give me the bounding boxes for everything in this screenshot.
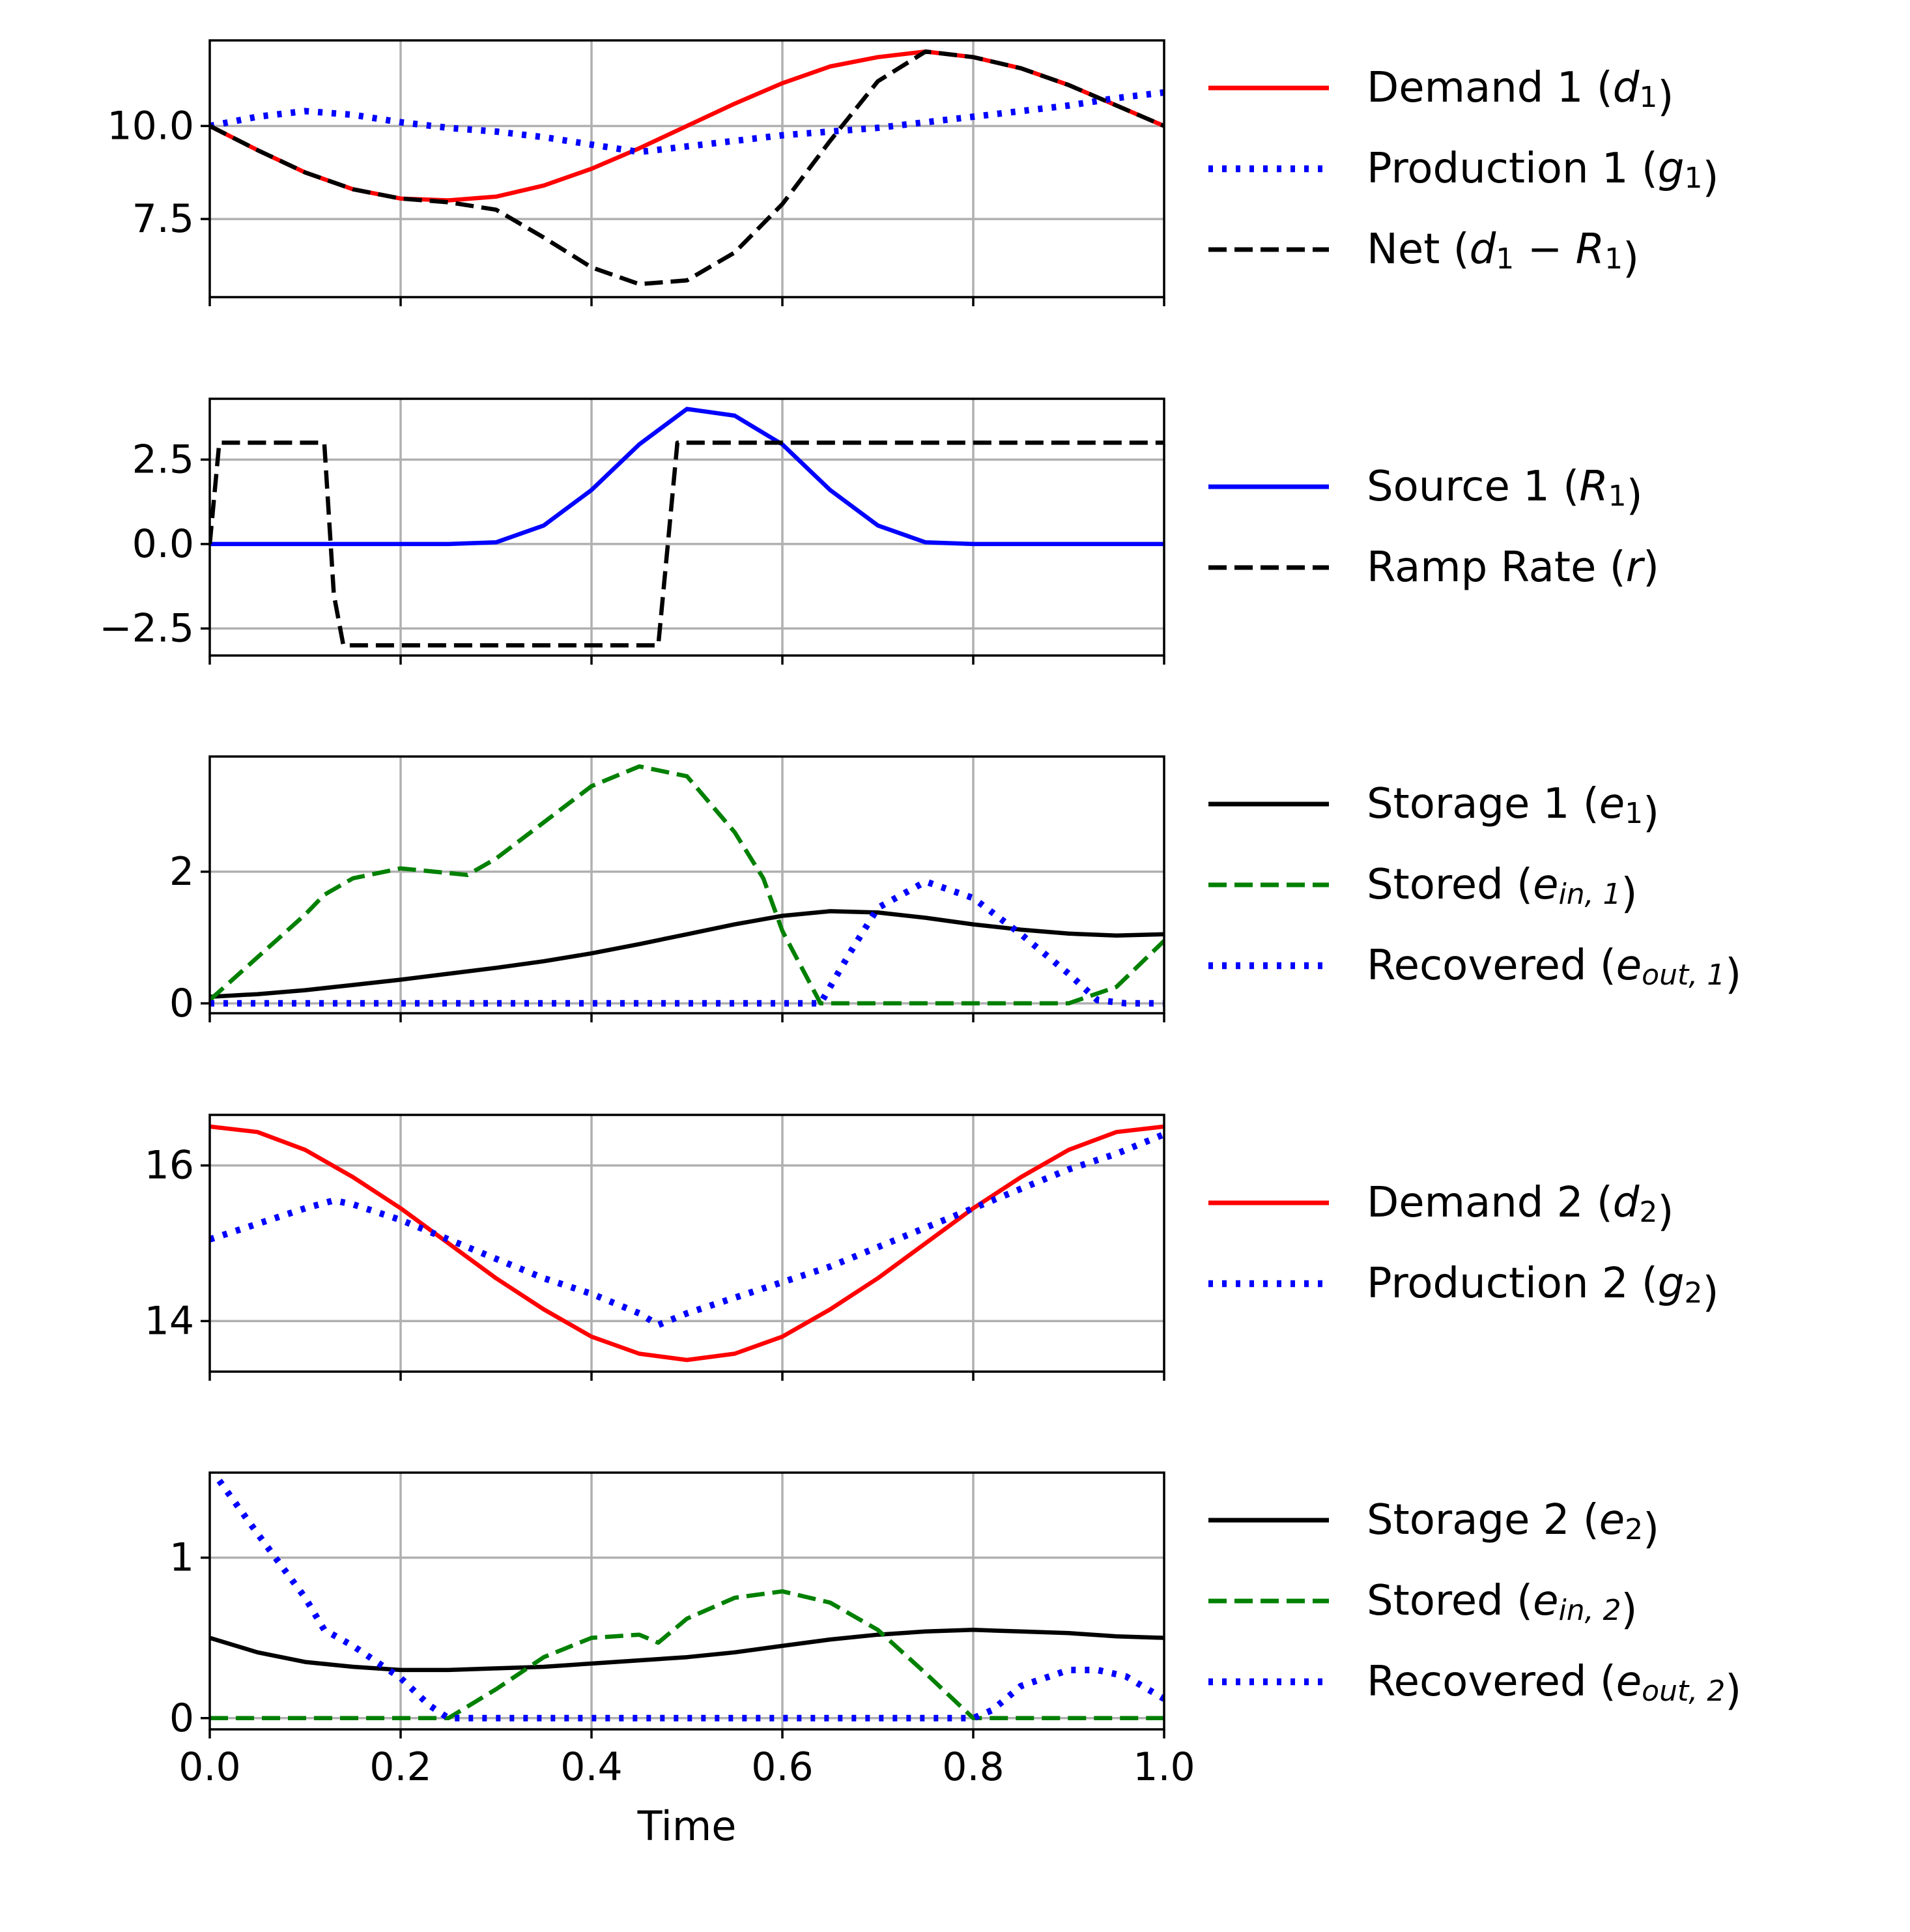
- series-line-net-3: [210, 49, 1164, 287]
- legend-entry-stored: Stored (ein, 2): [1367, 1577, 1638, 1634]
- legend-entry-demand-2: Demand 2 (d2): [1367, 1179, 1674, 1236]
- legend-entry-recovered: Recovered (eout, 1): [1367, 942, 1741, 999]
- legend: Source 1 (R1) Ramp Rate (r): [1208, 463, 1659, 592]
- ytick-label: 0.0: [132, 521, 194, 567]
- legend-entry-net: Net (d1 − R1): [1367, 225, 1639, 283]
- xtick-label: 0.6: [751, 1744, 813, 1790]
- legend-entry-production-1: Production 1 (g1): [1367, 145, 1718, 202]
- xtick-label: 0.0: [178, 1744, 240, 1790]
- legend: Demand 2 (d2) Production 2 (g2): [1208, 1179, 1718, 1317]
- xtick-label: 1.0: [1133, 1744, 1195, 1790]
- ytick-label: 10.0: [107, 103, 194, 149]
- legend-entry-source-1: Source 1 (R1): [1367, 463, 1643, 520]
- x-axis-label: Time: [637, 1802, 737, 1850]
- axes-frame: [208, 1471, 1165, 1731]
- subplot-3: 0 2 Storage 1 (e1) Stored (ein, 1) Recovered…: [169, 755, 1741, 1026]
- series-line-demand-2-1: [210, 1124, 1164, 1362]
- series-group: [210, 407, 1164, 648]
- ytick-label: 1: [169, 1535, 194, 1581]
- series-line-stored-2: [210, 764, 1164, 1006]
- axes-frame: [208, 755, 1165, 1015]
- series-line-recovered-3: [216, 1478, 1164, 1722]
- xtick-label: 0.4: [560, 1744, 622, 1790]
- legend-entry-storage-1: Storage 1 (e1): [1367, 780, 1659, 837]
- legend-entry-stored: Stored (ein, 1): [1367, 861, 1638, 918]
- legend: Demand 1 (d1) Production 1 (g1) Net (d1 − …: [1208, 64, 1718, 283]
- legend: Storage 1 (e1) Stored (ein, 1) Recovered (…: [1208, 780, 1741, 999]
- ytick-label: 0: [169, 1695, 194, 1741]
- series-line-storage-1-1: [210, 909, 1164, 999]
- subplot-2: −2.5 0.0 2.5 Source 1 (R1) Ramp Rate (r): [99, 397, 1659, 665]
- series-group: [210, 1478, 1164, 1722]
- axes-frame: [208, 1114, 1165, 1373]
- ytick-label: 0: [169, 981, 194, 1026]
- subplot-4: 14 16 Demand 2 (d2) Production 2 (g2): [145, 1114, 1718, 1381]
- xtick-label: 0.2: [369, 1744, 431, 1790]
- ytick-label: 14: [145, 1298, 194, 1344]
- legend-entry-demand-1: Demand 1 (d1): [1367, 64, 1674, 121]
- axes-frame: [208, 397, 1165, 657]
- legend-entry-storage-2: Storage 2 (e2): [1367, 1496, 1659, 1553]
- series-group: [210, 764, 1164, 1007]
- ytick-label: 2.5: [132, 437, 194, 482]
- axes-frame: [208, 39, 1165, 298]
- series-line-production-1-2: [210, 89, 1164, 156]
- legend-entry-recovered: Recovered (eout, 2): [1367, 1658, 1741, 1715]
- ytick-label: 16: [145, 1143, 194, 1189]
- legend-entry-production-2: Production 2 (g2): [1367, 1260, 1718, 1317]
- series-group: [210, 49, 1164, 287]
- xtick-label: 0.8: [942, 1744, 1004, 1790]
- series-line-storage-2-1: [210, 1628, 1164, 1673]
- series-line-source-1-1: [210, 407, 1164, 547]
- ytick-label: −2.5: [99, 606, 194, 652]
- ytick-label: 2: [169, 849, 194, 895]
- series-line-ramp-rate-2: [210, 440, 1164, 648]
- series-line-recovered-3: [210, 878, 1164, 1007]
- legend-entry-ramp-rate: Ramp Rate (r): [1367, 543, 1659, 592]
- subplot-1: 7.5 10.0 Demand 1 (d1) Production 1 (g1) Net…: [107, 39, 1718, 306]
- legend: Storage 2 (e2) Stored (ein, 2) Recovered (…: [1208, 1496, 1741, 1715]
- series-group: [210, 1124, 1164, 1362]
- series-line-stored-2: [210, 1589, 1164, 1721]
- ytick-label: 7.5: [132, 196, 194, 242]
